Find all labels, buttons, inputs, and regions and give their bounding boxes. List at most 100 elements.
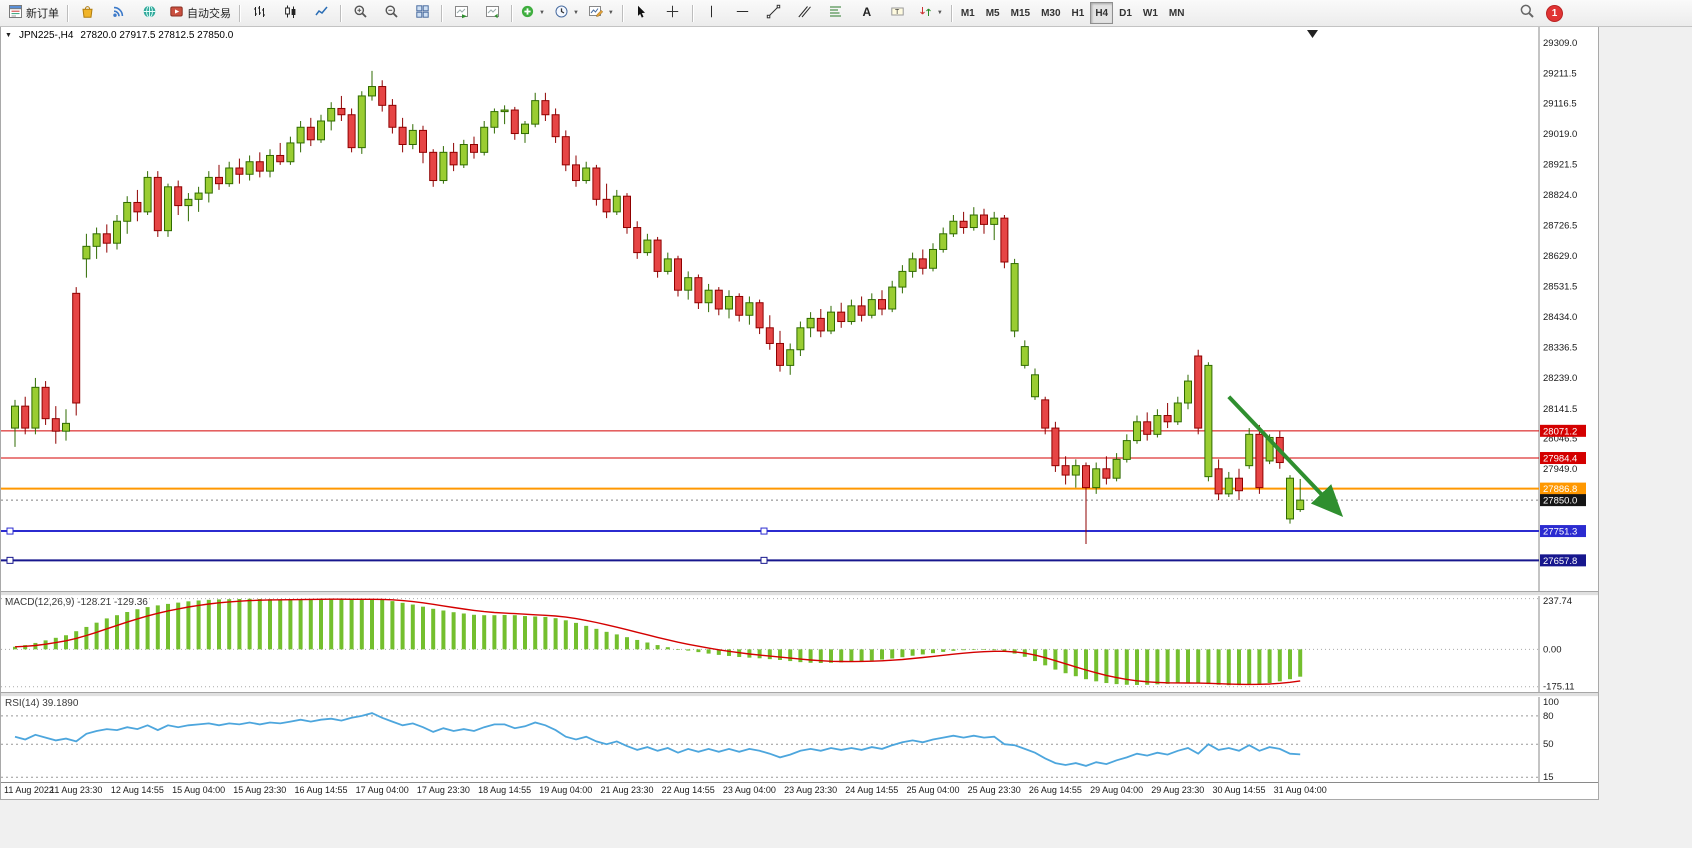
new-order-button[interactable]: 新订单 (4, 1, 63, 25)
timeframe-h4-button[interactable]: H4 (1090, 2, 1114, 24)
time-axis[interactable]: 11 Aug 2022 11 Aug 23:30 12 Aug 14:55 15 Au… (1, 782, 1598, 799)
candlestick-chart-icon (283, 4, 298, 22)
time-axis-label: 30 Aug 14:55 (1212, 785, 1266, 795)
svg-text:29309.0: 29309.0 (1543, 38, 1577, 49)
timeframe-mn-button[interactable]: MN (1168, 7, 1185, 19)
svg-text:T: T (895, 9, 900, 16)
toolbar-separator (511, 4, 512, 22)
timeframe-d1-button[interactable]: D1 (1119, 7, 1132, 19)
price-pane: 29309.0 29211.5 29116.5 29019.0 28921.5 28824… (1, 27, 1598, 591)
horizontal-line-tool-button[interactable] (728, 1, 758, 25)
svg-text:15: 15 (1543, 772, 1554, 782)
chevron-down-icon: ▼ (936, 10, 943, 16)
chart-shift-button[interactable] (477, 1, 507, 25)
svg-text:28629.0: 28629.0 (1543, 251, 1577, 262)
time-axis-label: 17 Aug 23:30 (416, 785, 470, 795)
time-axis-label: 25 Aug 23:30 (967, 785, 1021, 795)
toolbar-separator (691, 4, 693, 22)
tile-windows-icon (415, 4, 430, 22)
svg-text:80: 80 (1543, 711, 1554, 722)
timeframe-m5-button[interactable]: M5 (985, 7, 1000, 19)
price-chart-canvas[interactable]: 29309.0 29211.5 29116.5 29019.0 28921.5 28824… (1, 27, 1596, 591)
new-order-label: 新订单 (26, 8, 59, 20)
cursor-tool-button[interactable] (627, 1, 657, 25)
time-axis-label: 24 Aug 14:55 (845, 785, 899, 795)
time-axis-label: 23 Aug 23:30 (784, 785, 838, 795)
timeframe-m30-button[interactable]: M30 (1041, 7, 1061, 19)
chevron-down-icon: ▼ (607, 10, 614, 16)
time-axis-label: 11 Aug 2022 (4, 785, 54, 795)
fibonacci-tool-button[interactable] (821, 1, 851, 25)
symbol-period-label: JPN225-,H4 (18, 30, 74, 41)
vertical-line-tool-button[interactable] (697, 1, 727, 25)
time-axis-label: 25 Aug 04:00 (906, 785, 960, 795)
search-icon[interactable] (1519, 3, 1535, 24)
time-axis-label: 22 Aug 14:55 (661, 785, 715, 795)
line-chart-icon (314, 4, 329, 22)
candlestick-mode-button[interactable] (275, 1, 305, 25)
timeframe-m15-button[interactable]: M15 (1010, 7, 1031, 19)
rsi-pane: 100 80 50 15 RSI(14) 39.1890 (1, 697, 1598, 782)
templates-button[interactable]: ▼ (584, 1, 618, 25)
zoom-out-button[interactable] (376, 1, 406, 25)
time-axis-label: 31 Aug 04:00 (1273, 785, 1327, 795)
bar-chart-icon (252, 4, 267, 22)
macd-label: MACD(12,26,9) -128.21 -129.36 (5, 597, 148, 608)
trendline-tool-button[interactable] (759, 1, 789, 25)
autotrading-label: 自动交易 (187, 8, 231, 20)
market-icon (80, 4, 95, 22)
trendline-icon (766, 4, 781, 22)
pane-divider[interactable] (1, 591, 1598, 596)
time-axis-label: 15 Aug 04:00 (172, 785, 226, 795)
time-axis-label: 15 Aug 23:30 (233, 785, 287, 795)
macd-canvas[interactable]: 237.74 0.00 -175.11 (1, 596, 1596, 692)
svg-text:-175.11: -175.11 (1543, 682, 1575, 692)
community-button[interactable] (134, 1, 164, 25)
svg-text:28434.0: 28434.0 (1543, 312, 1577, 323)
templates-icon (588, 4, 604, 22)
ohlc-values-label: 27820.0 27917.5 27812.5 27850.0 (80, 30, 234, 41)
toolbar-right-tools: 1 (1519, 3, 1562, 24)
time-axis-label: 23 Aug 04:00 (722, 785, 776, 795)
autoscroll-button[interactable] (446, 1, 476, 25)
rsi-canvas[interactable]: 100 80 50 15 (1, 697, 1596, 782)
time-axis-label: 12 Aug 14:55 (110, 785, 164, 795)
pane-divider[interactable] (1, 692, 1598, 697)
indicators-icon (520, 4, 535, 22)
channel-tool-button[interactable] (790, 1, 820, 25)
zoom-out-icon (384, 4, 399, 22)
svg-text:A: A (863, 5, 872, 19)
horizontal-line-icon (735, 4, 750, 22)
svg-text:29116.5: 29116.5 (1543, 98, 1577, 109)
toolbar-separator (441, 4, 442, 22)
chevron-down-icon: ▼ (539, 10, 545, 16)
market-button[interactable] (72, 1, 102, 25)
macd-pane: 237.74 0.00 -175.11 MACD(12,26,9) -128.21 … (1, 596, 1598, 692)
svg-text:28046.5: 28046.5 (1543, 434, 1577, 445)
svg-text:27984.4: 27984.4 (1543, 454, 1577, 465)
arrows-tool-button[interactable]: ▼ (914, 1, 947, 25)
time-axis-label: 29 Aug 23:30 (1151, 785, 1205, 795)
text-tool-button[interactable]: A (852, 1, 882, 25)
line-chart-mode-button[interactable] (306, 1, 336, 25)
svg-text:28531.5: 28531.5 (1543, 282, 1577, 293)
timeframe-h1-button[interactable]: H1 (1071, 7, 1085, 19)
label-tool-button[interactable]: T (883, 1, 913, 25)
periods-clock-icon (554, 4, 569, 22)
indicators-button[interactable]: ▼ (516, 1, 549, 25)
svg-text:27751.3: 27751.3 (1543, 527, 1577, 538)
notification-badge[interactable]: 1 (1547, 5, 1562, 21)
svg-text:27949.0: 27949.0 (1543, 464, 1577, 475)
timeframe-m1-button[interactable]: M1 (960, 7, 975, 19)
zoom-in-button[interactable] (345, 1, 375, 25)
autotrading-button[interactable]: 自动交易 (165, 1, 235, 25)
crosshair-tool-button[interactable] (658, 1, 688, 25)
timeframe-w1-button[interactable]: W1 (1142, 7, 1158, 19)
svg-text:28824.0: 28824.0 (1543, 190, 1577, 201)
periods-button[interactable]: ▼ (550, 1, 583, 25)
tile-windows-button[interactable] (407, 1, 437, 25)
signals-button[interactable] (103, 1, 133, 25)
bar-chart-mode-button[interactable] (244, 1, 274, 25)
channel-icon (797, 4, 812, 22)
chart-menu-arrow-icon[interactable]: ▼ (5, 32, 12, 39)
